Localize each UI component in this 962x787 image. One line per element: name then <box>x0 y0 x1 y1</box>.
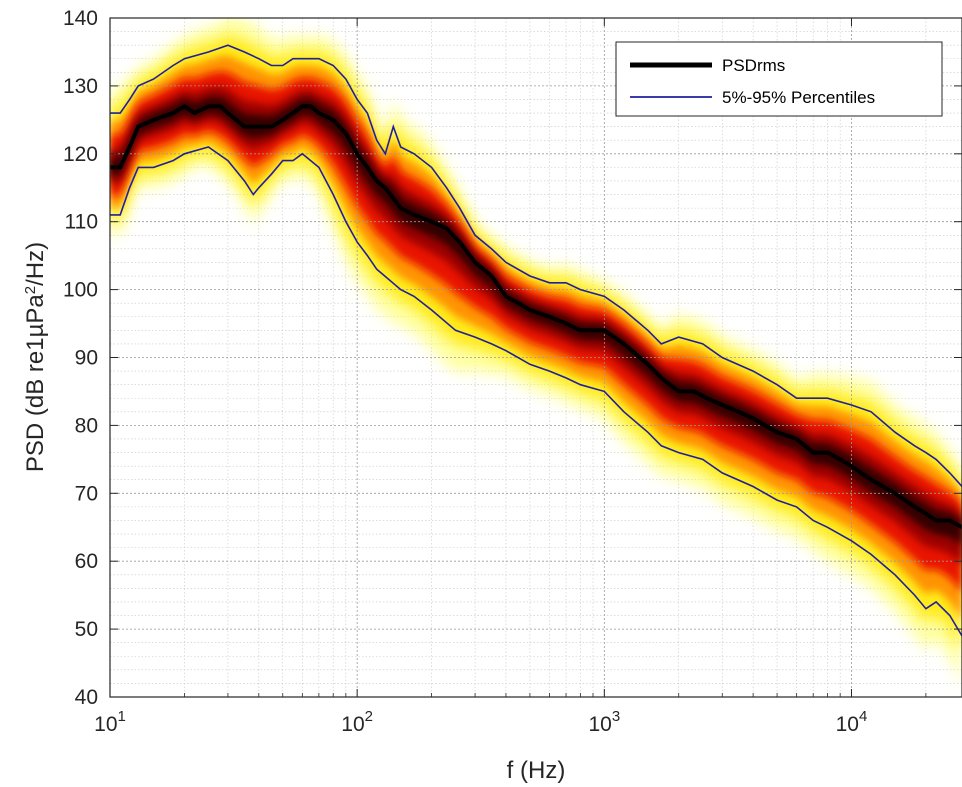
y-tick-label: 130 <box>63 75 98 98</box>
y-tick-labels: 40 50 60 70 80 90 100 110 120 130 140 <box>63 7 98 709</box>
legend: PSDrms 5%-95% Percentiles <box>615 41 943 117</box>
x-axis-label: f (Hz) <box>507 757 566 784</box>
y-axis-label: PSD (dB re1µPa2/Hz) <box>22 242 50 472</box>
y-tick-label: 120 <box>63 143 98 166</box>
x-tick-label: 103 <box>588 708 620 736</box>
density-band-3 <box>110 71 962 593</box>
x-tick-labels: 101 102 103 104 <box>94 708 867 736</box>
y-tick-label: 40 <box>75 686 98 709</box>
y-tick-label: 140 <box>63 7 98 30</box>
legend-box <box>615 41 943 117</box>
x-tick-label: 102 <box>341 708 373 736</box>
density-band-4 <box>110 86 962 566</box>
y-tick-label: 50 <box>75 618 98 641</box>
y-tick-label: 60 <box>75 550 98 573</box>
legend-label-psdrms: PSDrms <box>722 56 785 75</box>
y-tick-label: 100 <box>63 279 98 302</box>
major-grid <box>109 17 962 698</box>
percentile-5-line <box>110 146 962 637</box>
axis-ticks <box>109 17 962 698</box>
density-band-5 <box>110 96 962 546</box>
psdrms-line <box>110 104 962 530</box>
y-tick-label: 70 <box>75 482 98 505</box>
percentile-95-line <box>110 44 962 488</box>
legend-label-percentiles: 5%-95% Percentiles <box>722 88 875 107</box>
y-tick-label: 90 <box>75 347 98 370</box>
series-lines <box>110 44 962 637</box>
x-tick-label: 104 <box>836 708 868 736</box>
x-tick-label: 101 <box>94 708 126 736</box>
density-heatmap <box>110 18 962 685</box>
y-tick-label: 110 <box>65 211 98 234</box>
y-tick-label: 80 <box>75 414 98 437</box>
